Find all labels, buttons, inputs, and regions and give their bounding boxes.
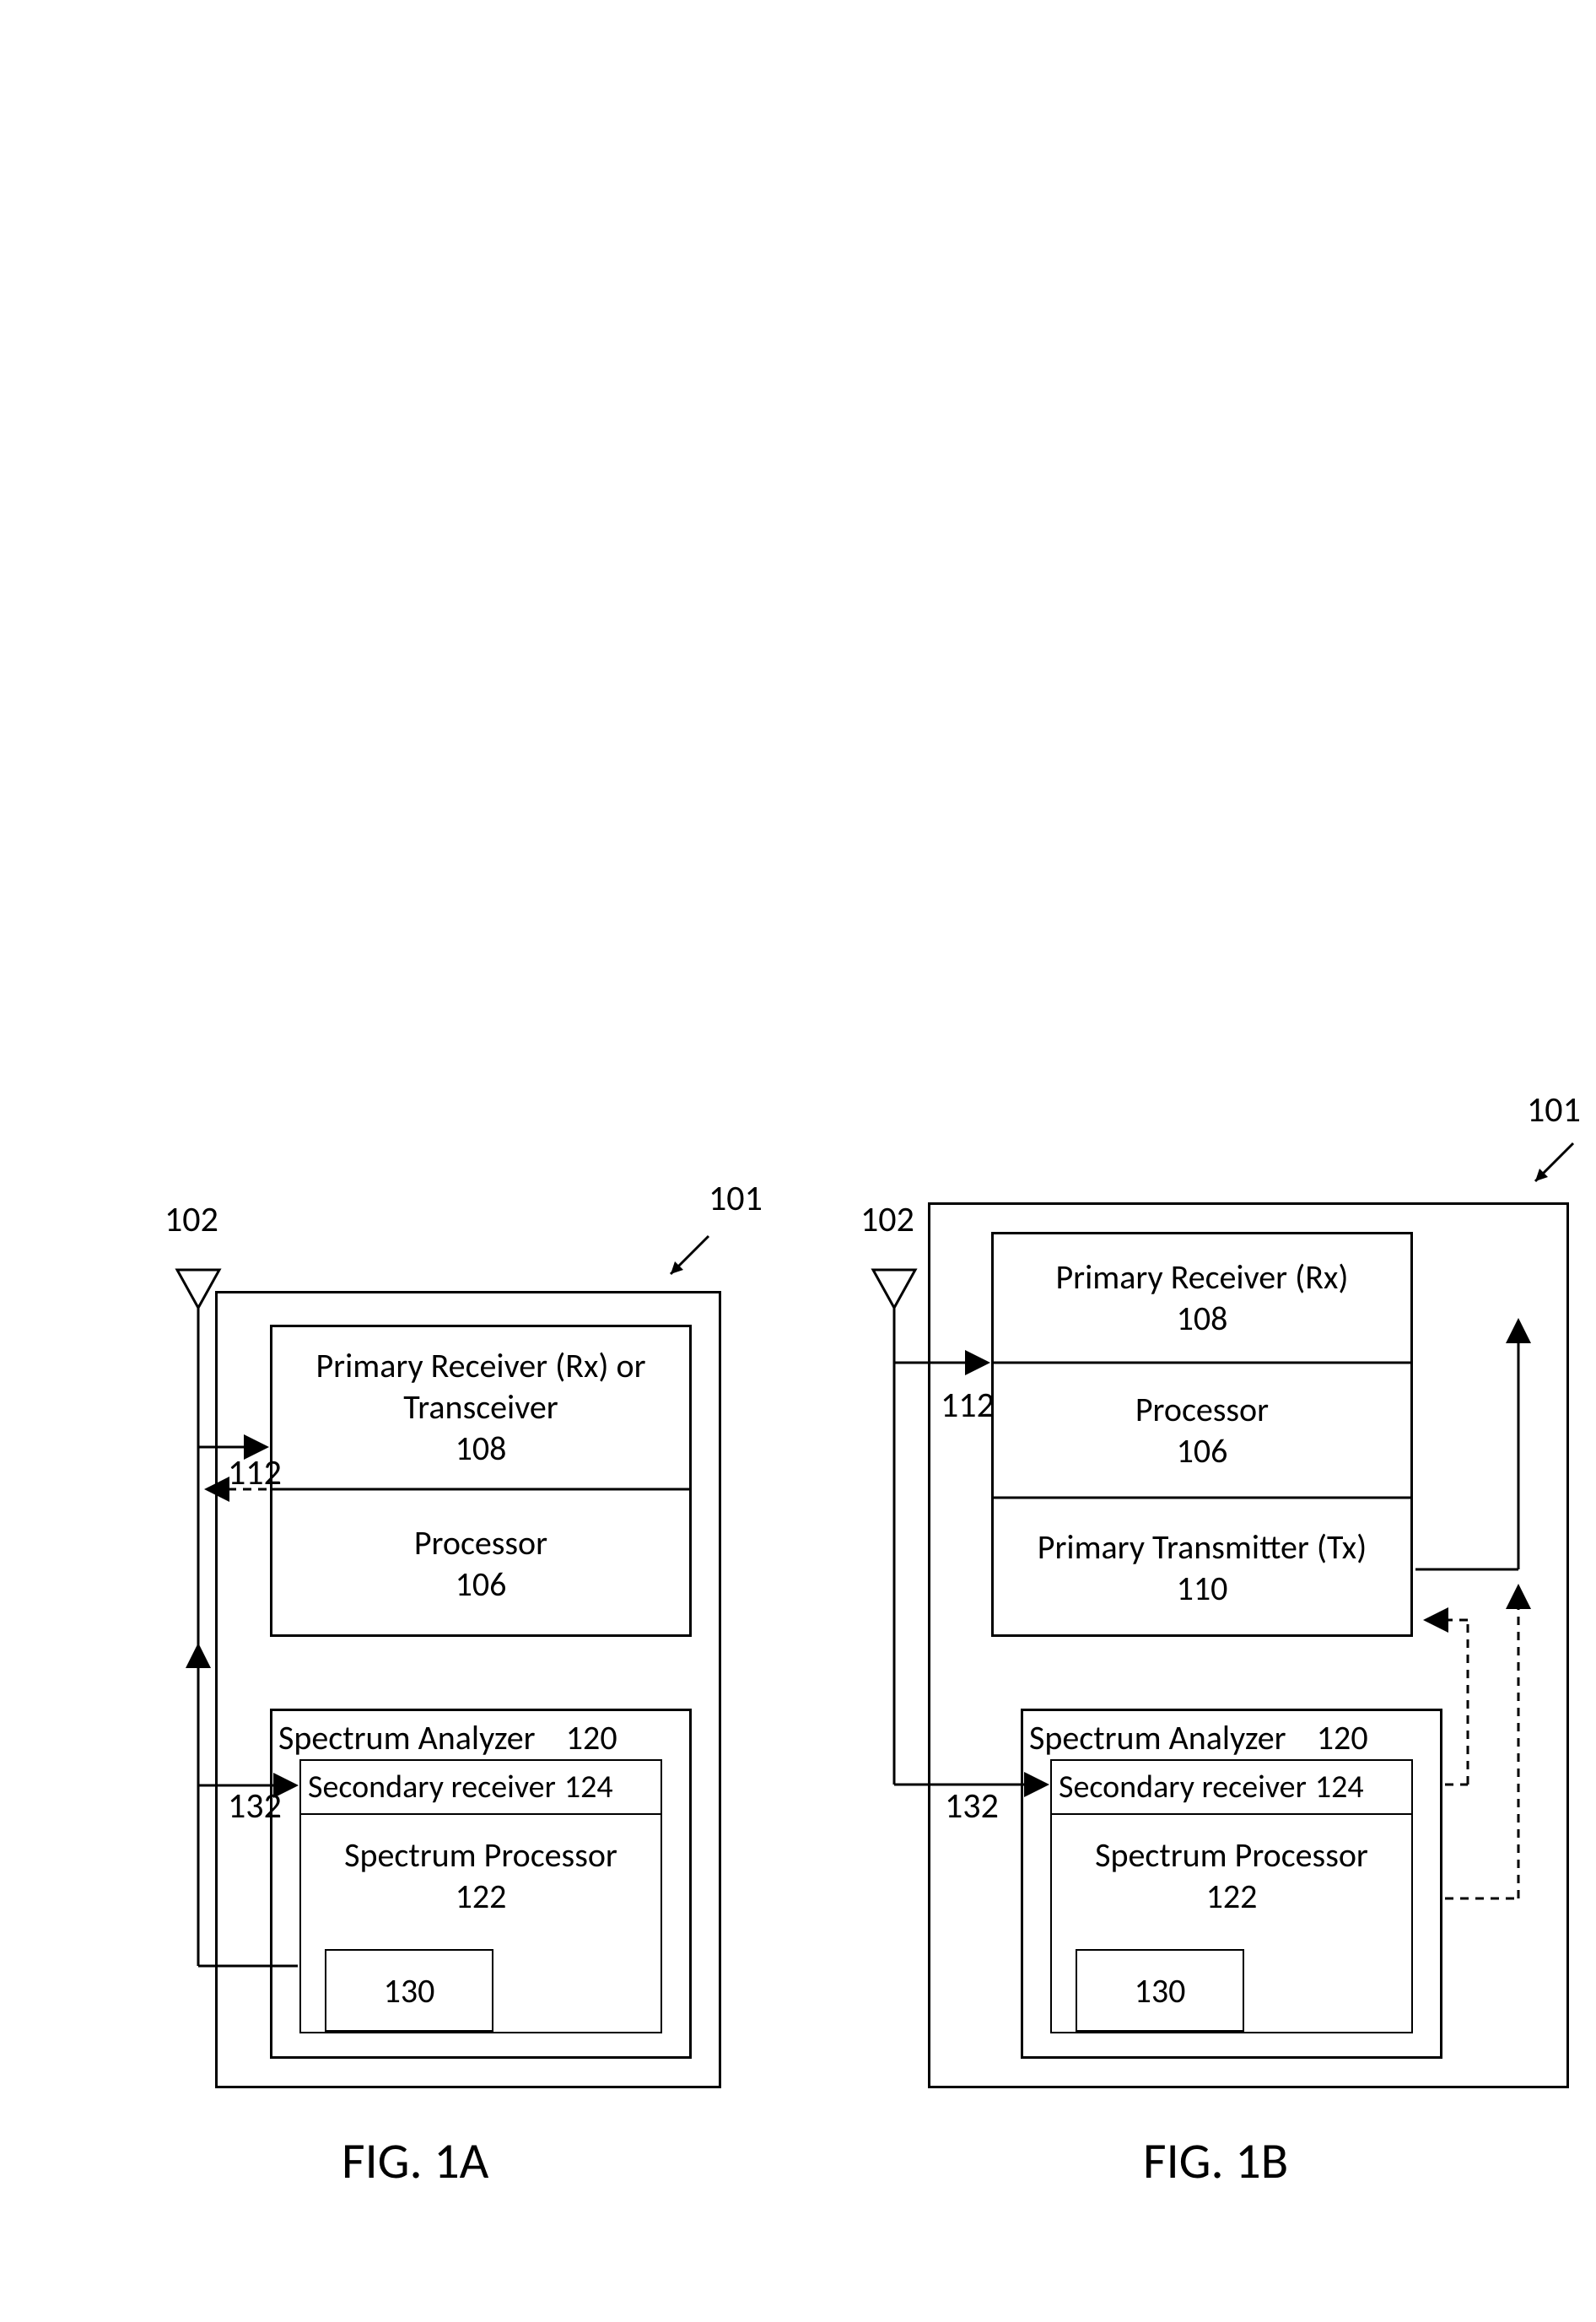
ref-101-arrow-b xyxy=(1523,1135,1590,1202)
ref-101-b: 101 xyxy=(1527,1088,1581,1131)
ref-101-a: 101 xyxy=(709,1177,763,1220)
arrows-b xyxy=(839,1198,1596,2126)
ref-102-a: 102 xyxy=(164,1198,218,1241)
arrows-a xyxy=(101,1266,776,2152)
caption-a: FIG. 1A xyxy=(342,2130,488,2192)
diagram-page: 102 101 Primary Receiver (Rx) or Transce… xyxy=(0,0,1596,2322)
figure-1b: 102 104 101 Primary Receiver (Rx) 108 Pr… xyxy=(839,1308,1573,2236)
figure-1a: 102 101 Primary Receiver (Rx) or Transce… xyxy=(101,1308,776,2236)
caption-b: FIG. 1B xyxy=(1143,2130,1288,2192)
